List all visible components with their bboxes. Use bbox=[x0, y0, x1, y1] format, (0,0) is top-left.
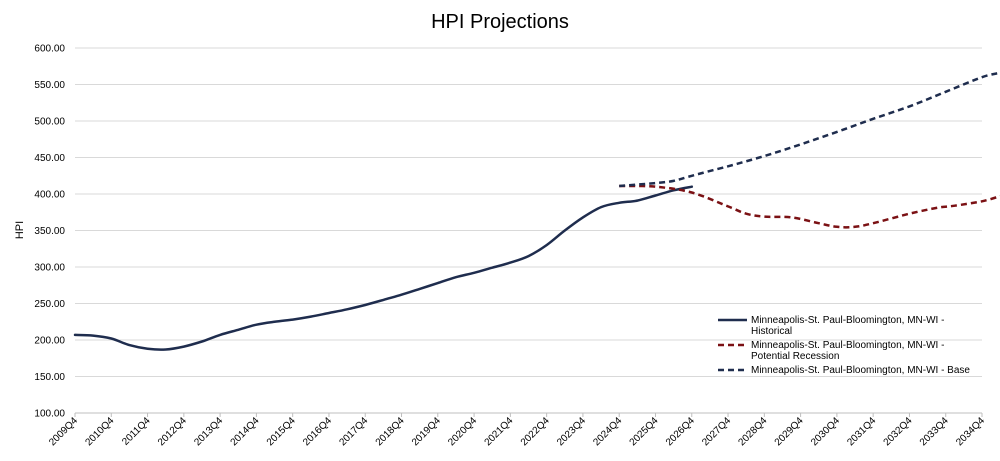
y-axis-ticks: 100.00 150.00 200.00 250.00 300.00 350.00 400.… bbox=[34, 44, 65, 420]
gridlines bbox=[75, 47, 982, 414]
x-tick-label: 2020Q4 bbox=[446, 415, 479, 448]
x-tick-label: 2019Q4 bbox=[410, 415, 443, 448]
x-axis-ticks: 2009Q4 2010Q4 2011Q4 2012Q4 2013Q4 2014Q4 2015… bbox=[47, 413, 987, 448]
legend-label-2: Minneapolis-St. Paul-Bloomington, MN-WI … bbox=[751, 365, 970, 376]
series-line-0 bbox=[73, 185, 694, 351]
y-tick-label: 550.00 bbox=[34, 80, 65, 91]
legend-label-0: Minneapolis-St. Paul-Bloomington, MN-WI … bbox=[751, 315, 944, 326]
x-tick-label: 2023Q4 bbox=[555, 415, 588, 448]
y-tick-label: 600.00 bbox=[34, 44, 65, 55]
y-tick-label: 450.00 bbox=[34, 153, 65, 164]
x-tick-label: 2021Q4 bbox=[483, 415, 516, 448]
x-tick-label: 2025Q4 bbox=[628, 415, 661, 448]
x-tick-label: 2033Q4 bbox=[918, 415, 951, 448]
x-tick-label: 2024Q4 bbox=[591, 415, 624, 448]
series-line-2 bbox=[619, 71, 1000, 188]
y-axis-label: HPI bbox=[14, 221, 26, 239]
x-tick-label: 2032Q4 bbox=[882, 415, 915, 448]
x-tick-label: 2013Q4 bbox=[192, 415, 225, 448]
legend-label-0: Historical bbox=[751, 326, 792, 337]
x-tick-label: 2028Q4 bbox=[736, 415, 769, 448]
y-tick-label: 350.00 bbox=[34, 226, 65, 237]
series-lines bbox=[73, 71, 1000, 351]
x-tick-label: 2016Q4 bbox=[301, 415, 334, 448]
x-tick-label: 2031Q4 bbox=[845, 415, 878, 448]
chart-title: HPI Projections bbox=[431, 11, 569, 33]
x-tick-label: 2029Q4 bbox=[773, 415, 806, 448]
y-tick-label: 300.00 bbox=[34, 263, 65, 274]
x-tick-label: 2018Q4 bbox=[374, 415, 407, 448]
legend-label-1: Minneapolis-St. Paul-Bloomington, MN-WI … bbox=[751, 340, 944, 351]
y-tick-label: 500.00 bbox=[34, 117, 65, 128]
series-line-1 bbox=[619, 184, 1000, 229]
x-tick-label: 2022Q4 bbox=[519, 415, 552, 448]
y-tick-label: 150.00 bbox=[34, 372, 65, 383]
x-tick-label: 2011Q4 bbox=[120, 415, 153, 448]
x-tick-label: 2014Q4 bbox=[229, 415, 262, 448]
x-tick-label: 2010Q4 bbox=[83, 415, 116, 448]
x-tick-label: 2026Q4 bbox=[664, 415, 697, 448]
x-tick-label: 2009Q4 bbox=[47, 415, 80, 448]
y-tick-label: 400.00 bbox=[34, 190, 65, 201]
legend-label-1: Potential Recession bbox=[751, 351, 839, 362]
x-tick-label: 2017Q4 bbox=[337, 415, 370, 448]
y-tick-label: 200.00 bbox=[34, 336, 65, 347]
x-tick-label: 2027Q4 bbox=[700, 415, 733, 448]
x-tick-label: 2034Q4 bbox=[954, 415, 987, 448]
y-tick-label: 250.00 bbox=[34, 299, 65, 310]
x-tick-label: 2012Q4 bbox=[156, 415, 189, 448]
x-tick-label: 2015Q4 bbox=[265, 415, 298, 448]
y-tick-label: 100.00 bbox=[34, 409, 65, 420]
x-tick-label: 2030Q4 bbox=[809, 415, 842, 448]
legend: Minneapolis-St. Paul-Bloomington, MN-WI … bbox=[718, 315, 970, 376]
